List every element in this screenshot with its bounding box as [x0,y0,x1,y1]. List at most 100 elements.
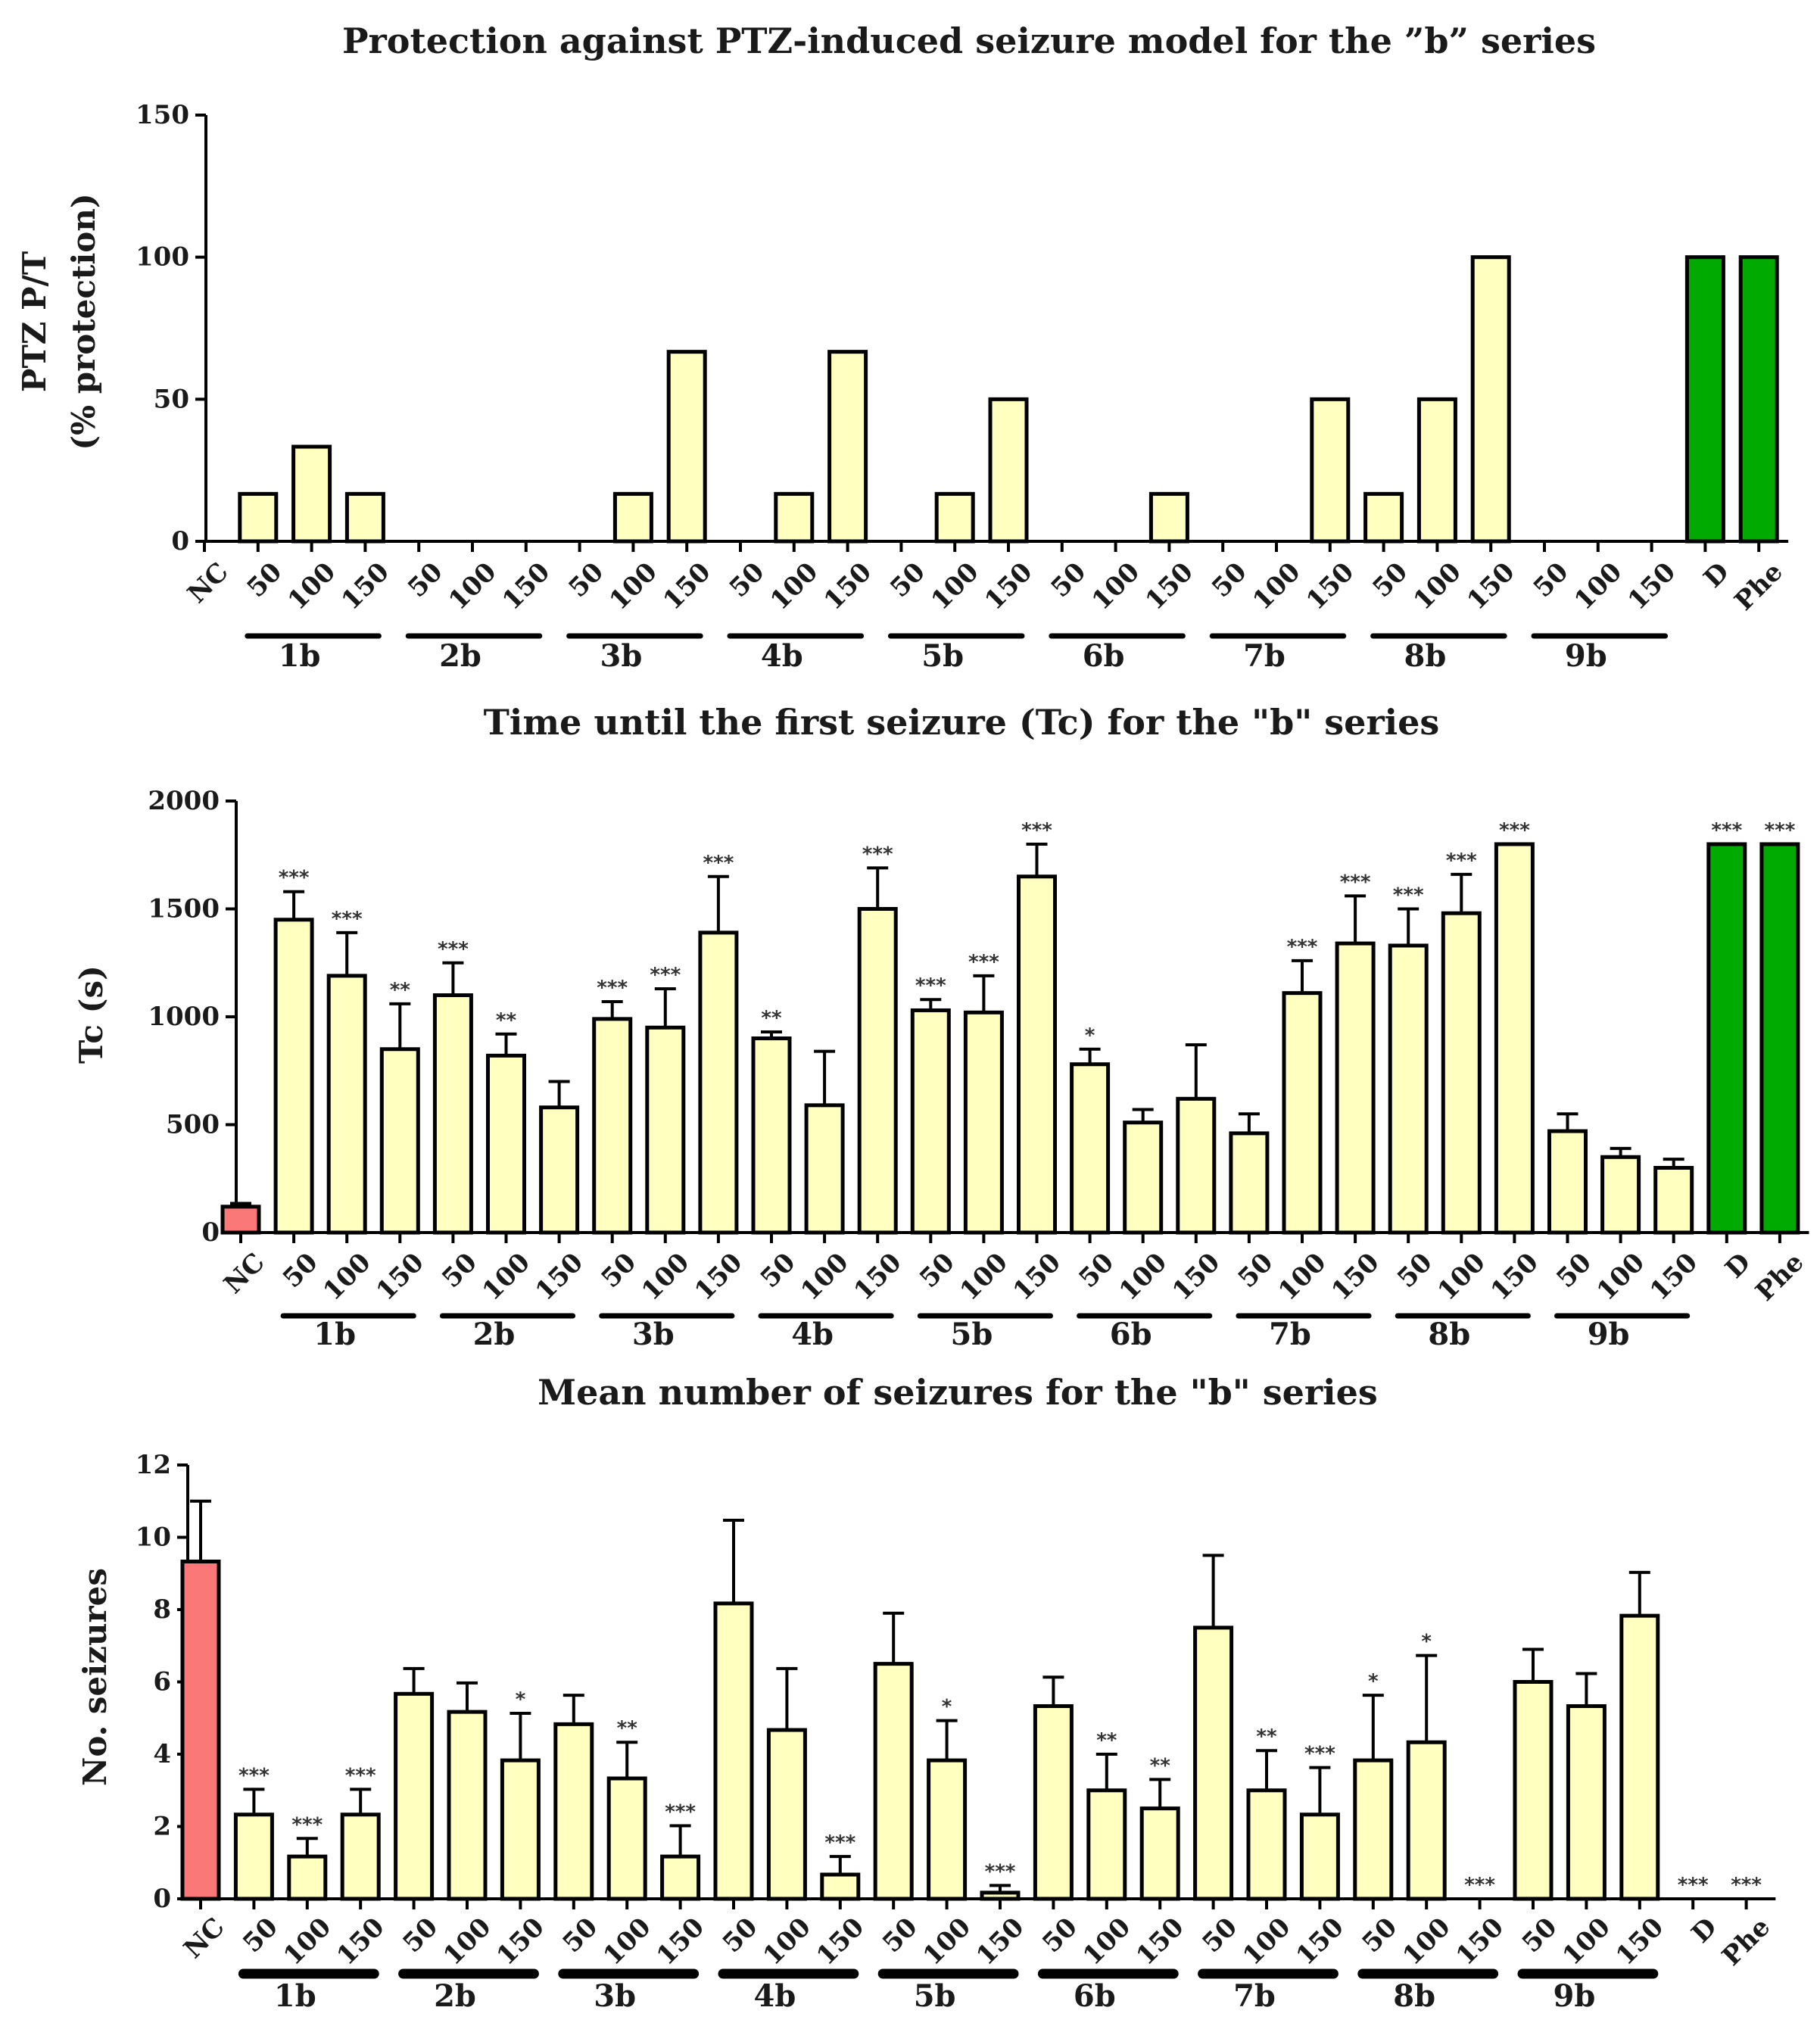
group-label: 2b [434,1978,476,2014]
bar [1282,991,1323,1235]
bar [500,1758,541,1901]
significance-label: ** [1150,1754,1171,1777]
bar [273,918,314,1235]
group-label: 3b [600,638,642,674]
bar [1193,1625,1234,1901]
bar [447,1710,488,1901]
significance-label: ** [390,979,411,1002]
bar [1148,491,1189,544]
y-tick-label: 1000 [148,1002,220,1032]
y-tick-label: 12 [136,1450,171,1480]
significance-label: *** [1021,819,1052,842]
significance-label: ** [1256,1725,1277,1748]
y-tick-label: 100 [136,242,189,273]
group-label: 1b [279,638,321,674]
group-label: 8b [1393,1978,1435,2014]
bar [1388,943,1429,1235]
chart-title: Mean number of seizures for the "b" seri… [538,1372,1378,1413]
y-tick-label: 50 [154,384,189,414]
chart-title: Protection against PTZ-induced seizure m… [342,20,1596,61]
y-tick-label: 10 [136,1523,171,1553]
bar [220,1205,261,1235]
bar [910,1008,951,1235]
group-label: 3b [594,1978,636,2014]
bar [539,1105,580,1235]
group-label: 5b [950,1317,993,1352]
group-label: 7b [1243,638,1286,674]
y-axis-label: No. seizures [76,1568,114,1786]
bar [1494,842,1535,1235]
bar [592,1017,633,1235]
significance-label: *** [597,977,628,999]
bar [1619,1613,1660,1901]
bar [1416,397,1457,544]
bar [660,1854,701,1901]
bar [606,1776,647,1901]
bar [344,491,385,544]
significance-label: ** [1096,1729,1117,1752]
y-tick-label: 8 [153,1594,171,1625]
bar [1441,911,1482,1235]
y-tick-label: 0 [171,526,189,556]
significance-label: *** [915,974,946,997]
chart-title: Time until the first seizure (Tc) for th… [484,702,1440,743]
y-tick-label: 1500 [148,894,220,924]
bar [612,491,653,544]
bar [927,1758,968,1901]
group-label: 2b [473,1317,516,1352]
bar [645,1025,686,1235]
significance-label: *** [1304,1743,1335,1766]
bar [980,1890,1021,1901]
bar [1706,842,1747,1235]
bar [774,491,815,544]
group-label: 4b [753,1978,796,2014]
significance-label: *** [1464,1874,1495,1897]
y-axis-label-line2: (% protection) [65,193,102,450]
significance-label: *** [1287,936,1318,958]
bar [873,1662,914,1901]
significance-label: * [942,1696,952,1719]
bar [1299,1812,1340,1901]
group-label: 8b [1404,638,1446,674]
significance-label: *** [438,938,469,961]
group-label: 8b [1428,1317,1470,1352]
group-label: 5b [914,1978,956,2014]
significance-label: *** [1765,819,1796,842]
bar [291,444,332,544]
y-tick-label: 6 [153,1667,171,1697]
bar [1335,941,1376,1235]
bar [963,1010,1004,1235]
significance-label: *** [650,964,681,987]
chart-mean-seizures: Mean number of seizures for the "b" seri… [76,1372,1776,2014]
y-tick-label: 0 [153,1884,171,1914]
significance-label: *** [703,852,734,874]
group-label: 6b [1110,1317,1152,1352]
bar [1176,1096,1217,1235]
bar [1229,1131,1270,1235]
significance-label: *** [1446,849,1477,872]
bar [1246,1788,1287,1901]
significance-label: *** [1731,1874,1762,1897]
significance-label: * [1368,1670,1379,1693]
significance-label: ** [617,1717,638,1740]
bar [238,491,279,544]
bar [1363,491,1404,544]
bar [486,1053,526,1235]
y-tick-label: 2000 [148,786,220,816]
bar [1406,1740,1447,1901]
bar [1086,1788,1127,1901]
significance-label: *** [665,1801,696,1824]
bar [827,350,868,544]
significance-label: *** [1711,819,1742,842]
significance-label: *** [985,1860,1016,1883]
bar [180,1559,221,1901]
bar [1684,255,1725,544]
group-label: 9b [1553,1978,1595,2014]
bar [1139,1806,1180,1901]
significance-label: *** [1393,884,1424,907]
group-label: 1b [274,1978,316,2014]
bar [326,974,367,1235]
bar [857,907,898,1235]
bar [713,1601,754,1901]
significance-label: * [1421,1631,1432,1654]
